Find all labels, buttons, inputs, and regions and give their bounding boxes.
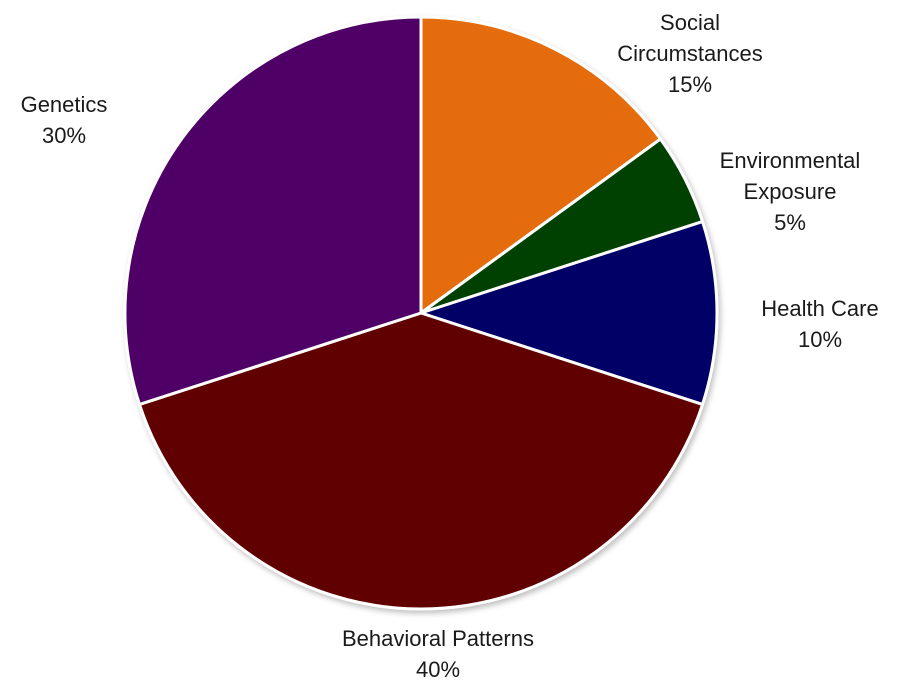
slice-label-behavioral-patterns: Behavioral Patterns 40% xyxy=(342,626,534,682)
pie-slice-genetics xyxy=(123,15,423,406)
pie-labels: Social Circumstances 15% Environmental Expos… xyxy=(21,10,879,682)
slice-name-label: Environmental xyxy=(720,148,861,173)
pie-slice-social-circumstances xyxy=(419,15,662,315)
slice-label-health-care: Health Care 10% xyxy=(761,296,878,352)
pie-slice-health-care xyxy=(419,220,719,406)
slice-name-label: Social xyxy=(660,10,720,35)
slice-name-label: Health Care xyxy=(761,296,878,321)
slice-percent-label: 15% xyxy=(668,72,712,97)
slice-label-environmental-exposure: Environmental Exposure 5% xyxy=(720,148,861,235)
slice-percent-label: 40% xyxy=(416,657,460,682)
slice-percent-label: 5% xyxy=(774,210,806,235)
slice-name-label: Exposure xyxy=(744,179,837,204)
pie-slice-behavioral-patterns xyxy=(137,311,705,611)
slice-label-genetics: Genetics 30% xyxy=(21,92,108,148)
slice-name-label: Circumstances xyxy=(617,41,762,66)
slice-label-social-circumstances: Social Circumstances 15% xyxy=(617,10,762,97)
slice-name-label: Behavioral Patterns xyxy=(342,626,534,651)
slice-name-label: Genetics xyxy=(21,92,108,117)
slice-percent-label: 10% xyxy=(798,327,842,352)
pie-slices xyxy=(123,15,719,611)
slice-percent-label: 30% xyxy=(42,123,86,148)
